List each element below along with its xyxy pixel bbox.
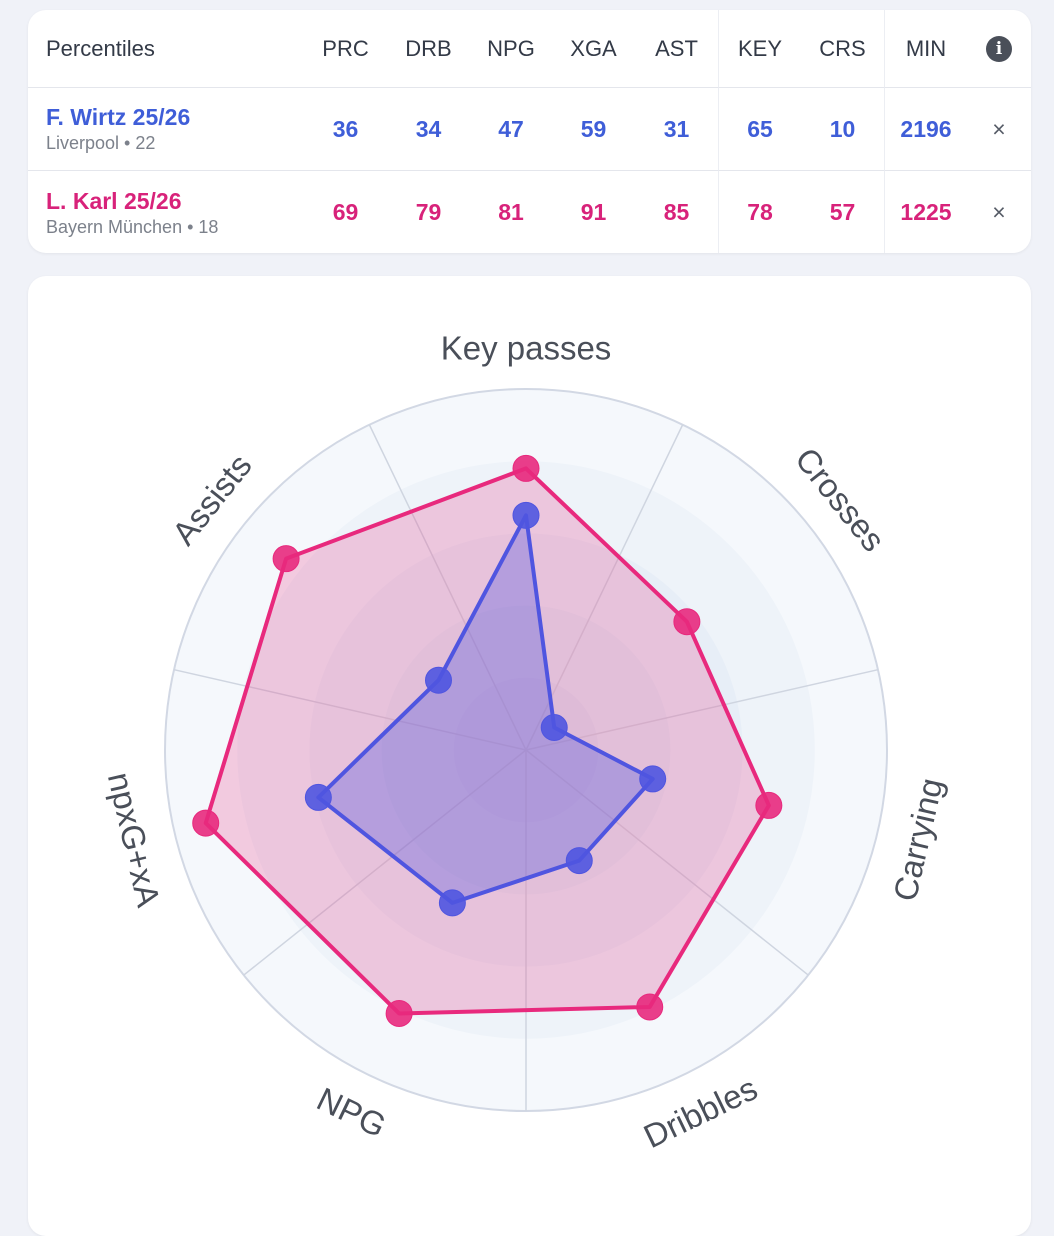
radar-chart: Key passesCrossesCarryingDribblesNPGnpxG… — [101, 330, 950, 1156]
value-ast: 85 — [663, 199, 690, 225]
percentiles-table-card: Percentiles PRC DRB NPG XGA AST KEY CRS … — [28, 10, 1031, 253]
radar-point[interactable] — [673, 608, 701, 636]
player-club-age: Liverpool • 22 — [46, 133, 156, 153]
header-xga[interactable]: XGA — [552, 10, 635, 88]
radar-point[interactable] — [755, 791, 783, 819]
radar-point[interactable] — [512, 501, 540, 529]
radar-point[interactable] — [272, 545, 300, 573]
value-xga: 91 — [580, 199, 607, 225]
radar-point[interactable] — [304, 783, 332, 811]
radar-point[interactable] — [385, 999, 413, 1027]
radar-point[interactable] — [438, 889, 466, 917]
player-name: L. Karl 25/26 — [46, 187, 182, 214]
value-ast: 31 — [635, 88, 718, 171]
player-club-age: Bayern München • 18 — [46, 216, 219, 237]
info-button[interactable]: i — [967, 10, 1031, 88]
player-info[interactable]: L. Karl 25/26 Bayern München • 18 — [28, 171, 304, 253]
radar-point[interactable] — [512, 454, 540, 482]
header-prc[interactable]: PRC — [304, 10, 387, 88]
radar-point[interactable] — [192, 809, 220, 837]
radar-axis-label: npxG+xA — [101, 769, 168, 910]
radar-point[interactable] — [540, 713, 568, 741]
radar-spoke — [243, 749, 527, 976]
header-drb[interactable]: DRB — [387, 10, 470, 88]
radar-series — [192, 454, 783, 1027]
radar-point[interactable] — [425, 666, 453, 694]
value-key: 78 — [718, 171, 801, 253]
radar-spoke — [173, 668, 527, 751]
value-prc: 36 — [304, 88, 387, 171]
header-ast[interactable]: AST — [635, 10, 718, 88]
header-min[interactable]: MIN — [884, 10, 967, 88]
player-name: F. Wirtz 25/26 — [46, 104, 191, 130]
info-icon[interactable]: i — [986, 35, 1012, 62]
header-key[interactable]: KEY — [718, 10, 801, 88]
player-info[interactable]: F. Wirtz 25/26 Liverpool • 22 — [28, 88, 304, 171]
radar-chart-card: Key passes Crosses Carrying Dribbles NPG npxG… — [28, 276, 1031, 1236]
header-percentiles: Percentiles — [28, 10, 304, 88]
radar-axis-label: Key passes — [441, 330, 612, 367]
value-npg: 81 — [498, 199, 524, 225]
value-min: 1225 — [884, 171, 967, 253]
percentiles-table: Percentiles PRC DRB NPG XGA AST KEY CRS … — [28, 10, 1031, 253]
radar-axis-label: Carrying — [886, 775, 950, 905]
value-xga: 59 — [552, 88, 635, 171]
header-crs[interactable]: CRS — [801, 10, 884, 88]
radar-series-area — [316, 513, 655, 905]
radar-series-area — [203, 466, 771, 1016]
value-npg: 47 — [470, 88, 552, 171]
value-drb: 79 — [415, 199, 442, 225]
remove-player-button[interactable]: × — [967, 88, 1031, 171]
header-npg[interactable]: NPG — [470, 10, 552, 88]
value-crs: 10 — [801, 88, 884, 171]
radar-axis-label: NPG — [311, 1080, 391, 1144]
radar-spoke — [525, 749, 809, 976]
radar-spoke — [368, 424, 527, 751]
radar-point[interactable] — [565, 847, 593, 875]
radar-spoke — [525, 668, 879, 751]
radar-point[interactable] — [639, 765, 667, 793]
value-prc: 69 — [332, 199, 359, 225]
value-key: 65 — [718, 88, 801, 171]
radar-spoke — [525, 424, 684, 751]
remove-player-button[interactable]: × — [992, 199, 1006, 225]
radar-spokes — [173, 424, 879, 1111]
value-crs: 57 — [829, 199, 856, 225]
radar-point[interactable] — [636, 993, 664, 1021]
value-drb: 34 — [387, 88, 470, 171]
value-min: 2196 — [884, 88, 967, 171]
